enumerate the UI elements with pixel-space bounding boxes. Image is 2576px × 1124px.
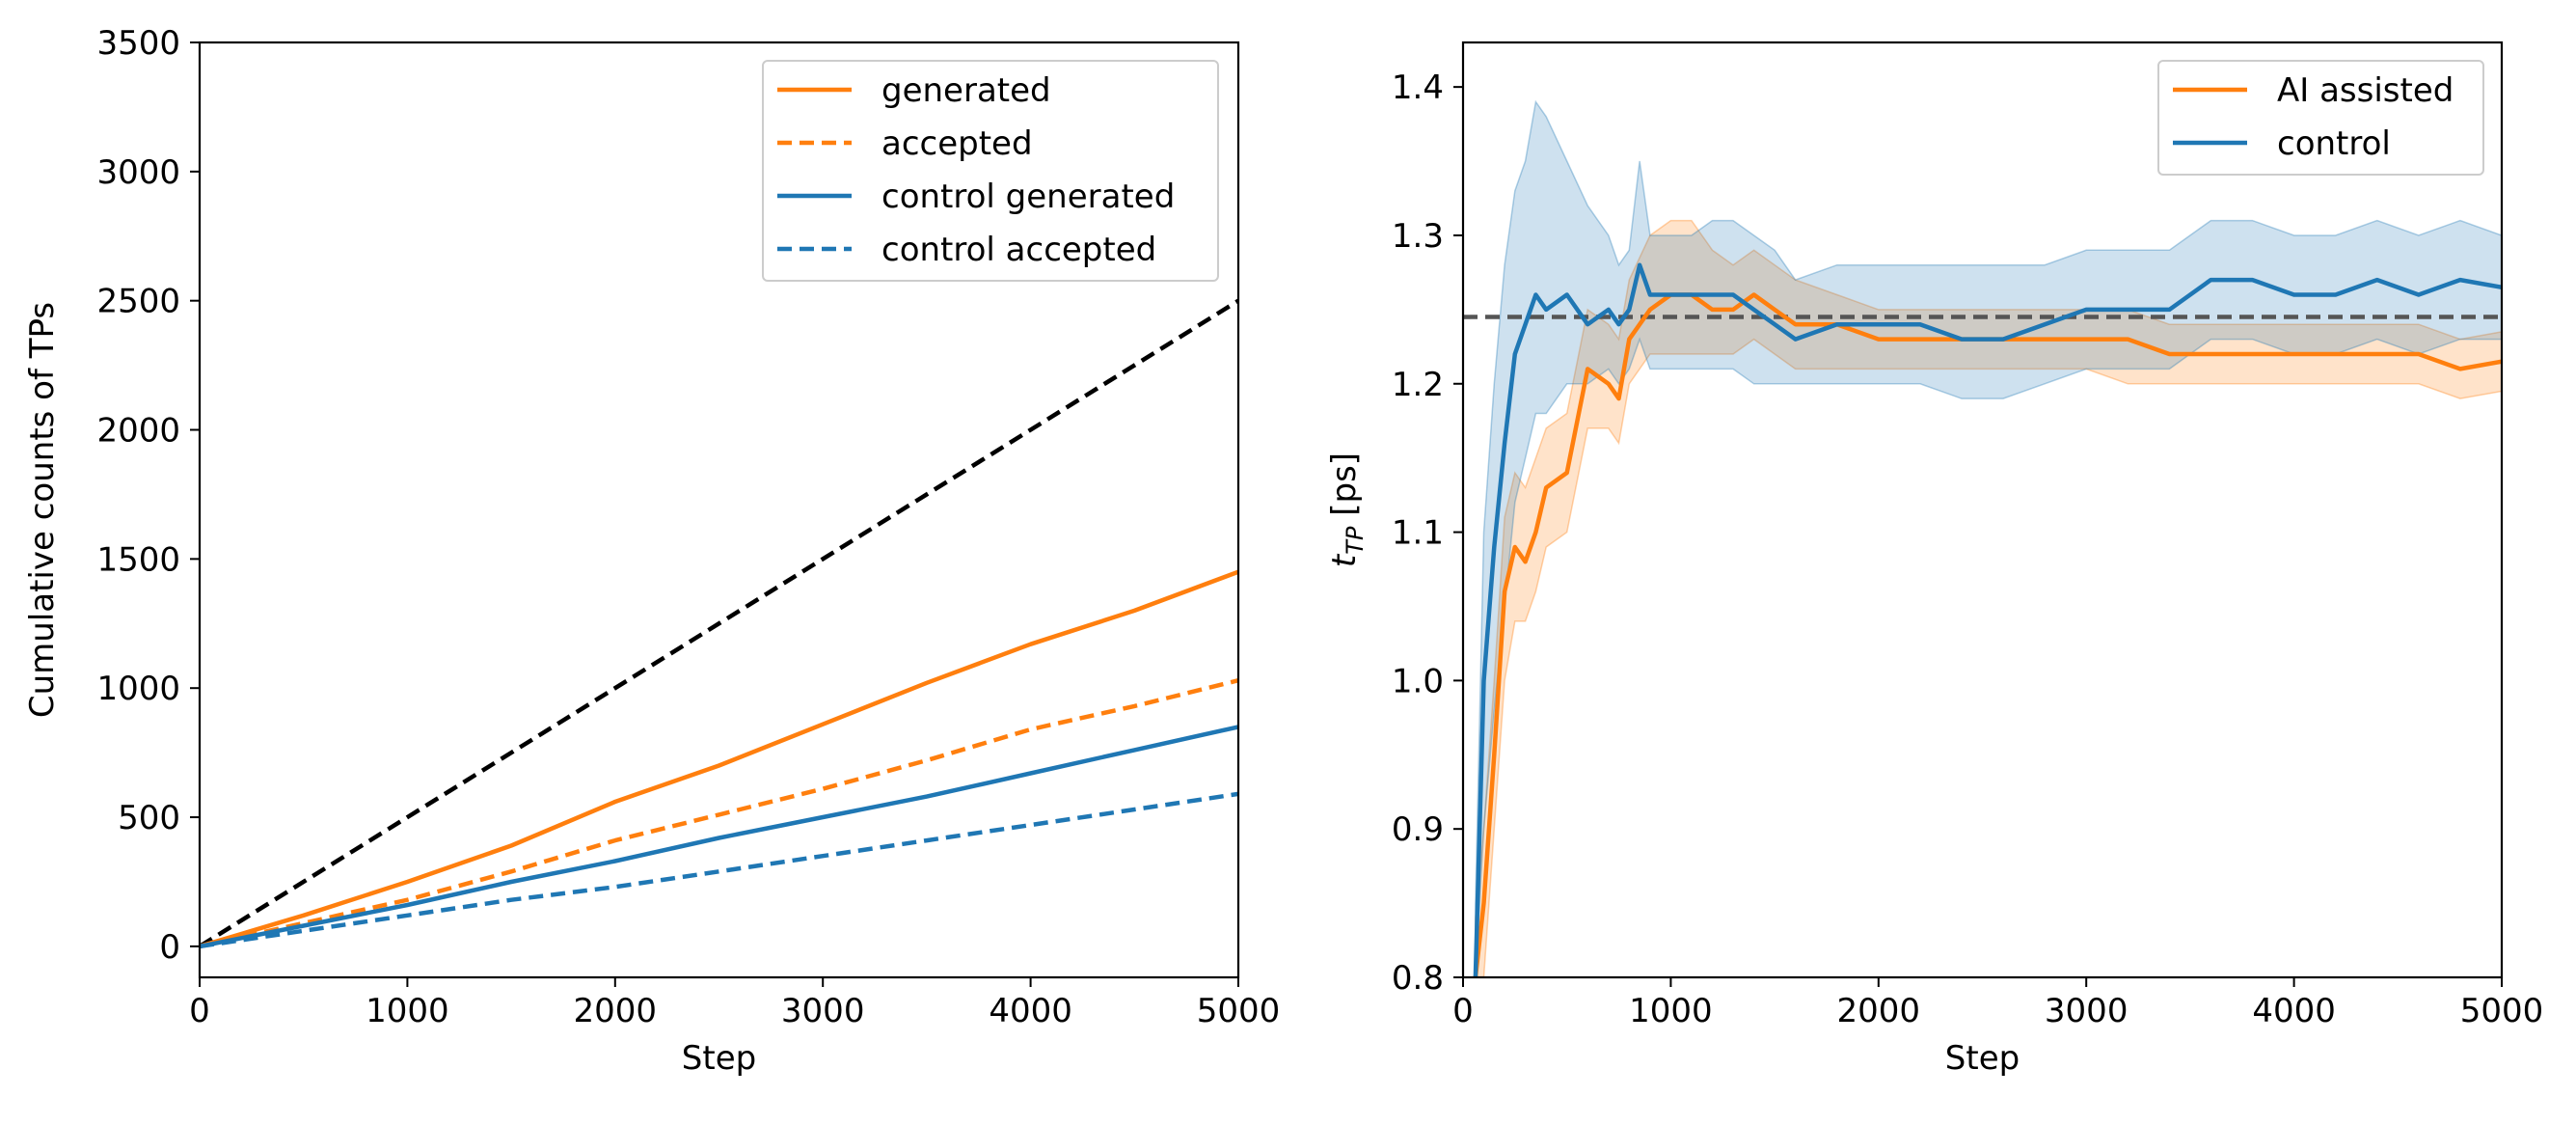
right-chart-panel: 0 1000 2000 3000 4000 5000 0.8 0.9 1.0 1.1 1.2 1.3 1… (1325, 41, 2544, 1078)
axes-frame (1461, 41, 2504, 979)
x-tick-label: 5000 (1197, 992, 1281, 1030)
y-tick-label: 500 (118, 799, 180, 837)
y-tick-label: 2500 (96, 283, 180, 321)
x-tick-label: 4000 (989, 992, 1072, 1030)
y-tick-label: 1.3 (1392, 217, 1444, 256)
y-tick-label: 1.2 (1392, 366, 1444, 404)
series-line-control (1473, 262, 2502, 977)
legend-label-control: control (2277, 124, 2391, 163)
y-tick-label: 3000 (96, 153, 180, 192)
plot-area (1463, 99, 2502, 977)
legend: AI assisted control (2157, 60, 2484, 176)
y-tick-label: 0.9 (1392, 810, 1444, 849)
series-line-accepted (200, 678, 1238, 949)
legend-label-ai-assisted: AI assisted (2277, 71, 2454, 110)
y-tick-label: 1.0 (1392, 662, 1444, 700)
series-line-control-generated (200, 725, 1238, 949)
x-tick-label: 1000 (1629, 992, 1713, 1030)
x-tick-label: 2000 (574, 992, 658, 1030)
legend-label-control-accepted: control accepted (881, 231, 1156, 269)
y-tick-label: 1.4 (1392, 69, 1444, 107)
x-tick-label: 0 (1452, 992, 1474, 1030)
y-tick-label: 0.8 (1392, 959, 1444, 998)
series-line-ai-assisted (1473, 292, 2502, 977)
x-tick-label: 3000 (2045, 992, 2129, 1030)
y-tick-label: 2000 (96, 412, 180, 451)
reference-diagonal-line (200, 298, 1238, 948)
x-tick-label: 4000 (2252, 992, 2336, 1030)
left-chart-panel: 0 1000 2000 3000 4000 5000 0 500 1000 1500 2000 250… (23, 24, 1280, 1078)
series-line-control-accepted (200, 791, 1238, 949)
legend-frame (762, 60, 1219, 282)
legend-label-accepted: accepted (881, 124, 1033, 163)
y-tick-label: 1500 (96, 540, 180, 579)
series-line-generated (200, 569, 1238, 949)
x-tick-label: 2000 (1837, 992, 1921, 1030)
y-axis-label-symbol: t (1325, 553, 1364, 567)
x-axis-label: Step (682, 1039, 756, 1078)
x-tick-label: 1000 (366, 992, 449, 1030)
y-tick-label: 1.1 (1392, 514, 1444, 553)
y-tick-label: 0 (159, 928, 180, 967)
y-tick-label: 3500 (96, 24, 180, 63)
legend-label-control-generated: control generated (881, 178, 1175, 216)
x-tick-label: 5000 (2460, 992, 2544, 1030)
plot-area (200, 298, 1238, 949)
y-axis-label: Cumulative counts of TPs (23, 302, 62, 718)
band-ai-assisted (1475, 219, 2502, 977)
y-axis-label-subscript: TP (1342, 526, 1369, 555)
legend: generated accepted control generated contro… (762, 60, 1219, 282)
x-axis-label: Step (1945, 1039, 2020, 1078)
band-control (1475, 99, 2502, 977)
axes-frame (198, 41, 1240, 979)
x-tick-label: 0 (189, 992, 210, 1030)
x-tick-label: 3000 (781, 992, 865, 1030)
y-axis-label: tTP [ps] (1325, 452, 1369, 567)
y-tick-label: 1000 (96, 670, 180, 708)
y-axis-label-unit: [ps] (1325, 452, 1364, 527)
legend-label-generated: generated (881, 71, 1051, 110)
